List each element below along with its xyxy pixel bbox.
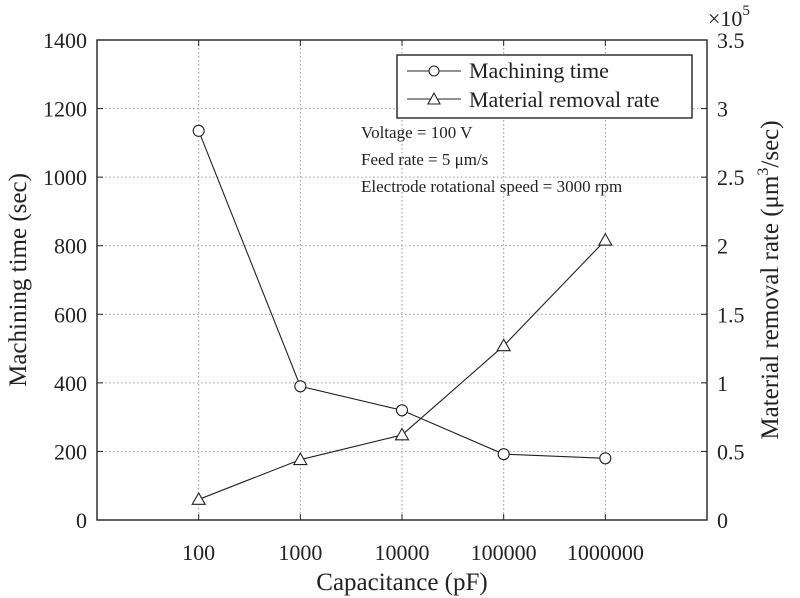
y-tick-label-left: 400 (54, 371, 87, 396)
x-tick-label: 10000 (375, 540, 430, 565)
y-tick-label-left: 200 (54, 439, 87, 464)
legend-label-machining-time: Machining time (469, 58, 609, 83)
y-tick-label-left: 1000 (43, 165, 87, 190)
y-axis-right-title-sup: 3 (755, 168, 772, 176)
x-axis-title: Capacitance (pF) (316, 569, 487, 596)
annotation-block: Voltage = 100 V Feed rate = 5 μm/s Elect… (361, 123, 622, 196)
annotation-voltage: Voltage = 100 V (361, 123, 473, 142)
data-point-machining-time (294, 380, 307, 393)
data-point-material-removal-rate (191, 491, 207, 505)
legend-marker-circle (428, 65, 440, 77)
y-tick-label-right: 3 (717, 97, 728, 122)
y-tick-label-left: 1200 (43, 97, 87, 122)
y-tick-label-right: 0 (717, 508, 728, 533)
y-tick-label-right: 1 (717, 371, 728, 396)
annotation-feed-rate: Feed rate = 5 μm/s (361, 150, 488, 169)
series-layer (191, 124, 613, 505)
annotation-rotational-speed: Electrode rotational speed = 3000 rpm (361, 177, 622, 196)
y-tick-label-right: 2.5 (717, 165, 745, 190)
data-point-machining-time (192, 124, 205, 137)
y-axis-right-title: Material removal rate (μm3/sec) (755, 120, 784, 439)
data-point-material-removal-rate (292, 452, 308, 466)
data-point-machining-time (599, 452, 612, 465)
y-tick-label-left: 0 (76, 508, 87, 533)
right-axis-exponent-base: ×10 (708, 6, 742, 31)
right-axis-exponent: ×105 (708, 3, 750, 31)
data-point-machining-time (395, 404, 409, 417)
y-tick-label-right: 1.5 (717, 302, 745, 327)
x-tick-label: 100 (182, 540, 215, 565)
x-tick-label: 100000 (471, 540, 537, 565)
legend-label-material-removal-rate: Material removal rate (469, 87, 660, 112)
legend-box (396, 54, 693, 119)
x-tick-label: 1000 (278, 540, 322, 565)
legend: Machining time Material removal rate (396, 54, 693, 119)
y-tick-label-right: 2 (717, 234, 728, 259)
data-point-material-removal-rate (394, 427, 410, 441)
y-axis-left-title: Machining time (sec) (5, 173, 32, 387)
x-tick-label: 1000000 (567, 540, 644, 565)
y-tick-label-right: 0.5 (717, 439, 745, 464)
data-point-material-removal-rate (496, 338, 512, 352)
data-point-material-removal-rate (597, 232, 613, 246)
legend-marker-triangle (427, 91, 441, 105)
y-tick-label-left: 1400 (43, 28, 87, 53)
right-axis-exponent-power: 5 (742, 3, 750, 19)
ticks: 100 1000 10000 100000 1000000020040060080010… (43, 28, 745, 565)
y-tick-label-right: 3.5 (717, 28, 745, 53)
y-tick-label-left: 600 (54, 302, 87, 327)
data-point-machining-time (497, 448, 510, 461)
y-axis-right-title-prefix: Material removal rate (μm (757, 175, 784, 440)
y-axis-right-title-suffix: /sec) (757, 120, 784, 167)
y-tick-label-left: 800 (54, 234, 87, 259)
